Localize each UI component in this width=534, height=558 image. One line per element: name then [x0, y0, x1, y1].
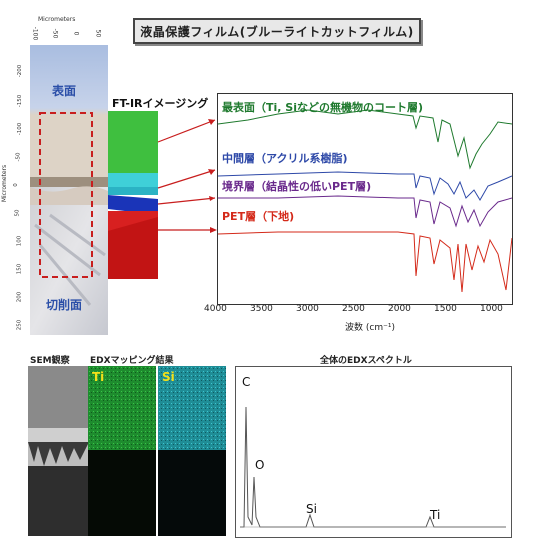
peak-label-si: Si — [306, 502, 317, 516]
arrow-top-layer — [157, 119, 216, 143]
page-title: 液晶保護フィルム(ブルーライトカットフィルム) — [133, 18, 421, 44]
x-tick: 4000 — [204, 304, 227, 314]
micro-side-tick: 250 — [16, 319, 23, 331]
x-tick: 3500 — [250, 304, 273, 314]
arrow-mid-layer — [157, 169, 216, 189]
x-tick: 1500 — [434, 304, 457, 314]
ftir-spectra-panel — [217, 93, 513, 305]
edx-map-label: EDXマッピング結果 — [90, 356, 174, 366]
micro-top-tick: -50 — [51, 28, 59, 39]
ftir-image — [108, 111, 158, 279]
micro-side-tick: 50 — [14, 209, 21, 217]
micro-side-tick: -50 — [15, 152, 22, 162]
spectrum-pet-layer — [217, 231, 513, 293]
micro-side-tick: -100 — [17, 122, 24, 136]
sem-image — [28, 366, 88, 536]
micro-top-axis-label: Micrometers — [38, 16, 76, 23]
edx-spectrum-panel — [235, 366, 512, 538]
layer-arrows — [157, 119, 217, 233]
spectrum-boundary-layer — [218, 195, 513, 228]
optical-micrograph — [30, 45, 108, 335]
micro-side-tick: 0 — [12, 183, 19, 187]
layer-label-top: 最表面（Ti, Siなどの無機物のコート層) — [222, 101, 424, 114]
micro-top-ticks: -100 -50 0 50 — [28, 26, 110, 44]
x-tick: 2500 — [342, 304, 365, 314]
ftir-imaging-label: FT-IRイメージング — [112, 97, 209, 110]
micro-side-axis-label: Micrometers — [1, 164, 9, 203]
spectrum-mid-layer — [217, 171, 513, 201]
micro-top-tick: 50 — [94, 29, 102, 38]
micro-top-tick: 0 — [72, 31, 80, 36]
layer-label-mid: 中間層（アクリル系樹脂) — [222, 152, 348, 165]
micro-side-ticks: -200 -150 -100 -50 0 50 100 150 200 250 — [12, 64, 30, 338]
ftir-x-ticks: 4000 3500 3000 2500 2000 1500 1000 — [200, 304, 530, 318]
edx-spectrum-line — [240, 406, 506, 528]
micro-side-tick: -150 — [17, 94, 24, 108]
peak-label-o: O — [255, 458, 265, 472]
cut-surface-label: 切削面 — [46, 298, 83, 312]
micro-side-tick: 150 — [16, 263, 23, 275]
edx-map-ti-label: Ti — [92, 370, 105, 384]
arrow-pet-layer — [158, 227, 217, 233]
peak-label-c: C — [242, 375, 251, 389]
x-tick: 1000 — [480, 304, 503, 314]
surface-label: 表面 — [52, 84, 77, 98]
arrow-boundary-layer — [157, 196, 216, 205]
spectrum-top-layer — [217, 109, 513, 170]
micro-side-tick: 100 — [16, 235, 23, 247]
edx-map-ti — [88, 366, 156, 536]
layer-label-boundary: 境界層（結晶性の低いPET層) — [222, 180, 372, 193]
sem-label: SEM観察 — [30, 356, 70, 366]
micro-top-tick: -100 — [31, 26, 39, 41]
layer-label-pet: PET層（下地) — [222, 210, 295, 223]
micro-side-tick: -200 — [17, 64, 24, 78]
peak-label-ti: Ti — [430, 508, 441, 522]
edx-map-si — [158, 366, 226, 536]
x-tick: 2000 — [388, 304, 411, 314]
edx-spectrum-label: 全体のEDXスペクトル — [320, 356, 412, 366]
edx-map-si-label: Si — [162, 370, 175, 384]
x-tick: 3000 — [296, 304, 319, 314]
micro-side-tick: 200 — [16, 291, 23, 303]
ftir-x-label: 波数 (cm⁻¹) — [345, 323, 395, 333]
